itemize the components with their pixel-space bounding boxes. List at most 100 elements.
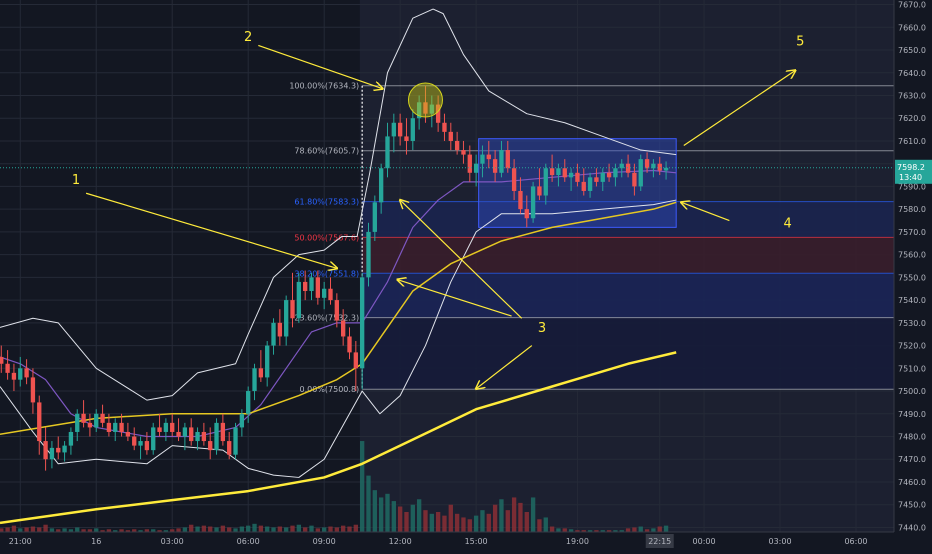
price-tick-label: 7440.0 (898, 523, 926, 532)
candle-body (138, 441, 143, 446)
candle-body (144, 441, 150, 451)
candle-body (163, 422, 169, 432)
price-tick-label: 7490.0 (898, 410, 926, 419)
volume-bar (511, 497, 517, 532)
volume-bar (397, 506, 403, 532)
price-tick-label: 7510.0 (898, 364, 926, 373)
candle-body (657, 163, 662, 171)
volume-bar (170, 529, 175, 532)
volume-bar (435, 511, 441, 532)
volume-bar (537, 519, 542, 532)
candle-body (334, 300, 339, 321)
volume-bar (246, 525, 251, 532)
price-tick-label: 7540.0 (898, 296, 926, 305)
volume-bar (106, 529, 112, 532)
candle-body (68, 431, 74, 446)
candle-body (391, 122, 396, 137)
volume-bar (277, 526, 283, 532)
volume-bar (227, 527, 232, 532)
volume-bar (353, 524, 358, 532)
volume-bar (663, 525, 669, 532)
candle-body (94, 413, 99, 428)
volume-bar (265, 526, 270, 532)
volume-bar (125, 530, 131, 532)
volume-bar (18, 528, 23, 532)
time-tick-label: 00:00 (693, 537, 716, 546)
volume-bar (518, 502, 523, 532)
time-tick-label: 06:00 (237, 537, 260, 546)
volume-bar (309, 525, 314, 532)
candle-body (214, 422, 219, 451)
volume-bar (416, 499, 422, 532)
candle-body (556, 168, 561, 176)
candle-body (397, 122, 403, 137)
volume-bar (480, 510, 485, 532)
volume-bar (429, 513, 434, 532)
price-axis: 7440.0 7450.0 7460.0 7470.0 7480.0 7490.0 7500… (893, 0, 932, 550)
annotation-arrow (85, 192, 337, 268)
volume-bar (56, 529, 61, 532)
volume-bar (492, 504, 498, 532)
candle-body (480, 154, 485, 164)
candle-body (530, 186, 536, 219)
candle-body (106, 422, 112, 432)
candle-body (87, 422, 93, 428)
volume-bar (119, 529, 124, 532)
price-tick-label: 7570.0 (898, 228, 926, 237)
candle-body (581, 181, 586, 191)
volume-bar (423, 510, 428, 532)
volume-bar (625, 528, 631, 532)
volume-bar (113, 530, 118, 532)
last-price-tag (895, 159, 932, 184)
volume-bar (632, 527, 637, 532)
volume-bar (138, 530, 143, 532)
fib-level-label: 100.00%(7634.3) (289, 82, 359, 91)
volume-bar (296, 524, 302, 532)
candle-body (62, 445, 67, 453)
volume-bar (5, 527, 10, 532)
time-tick-label: 03:00 (769, 537, 792, 546)
candle-body (492, 159, 498, 173)
candle-body (132, 436, 137, 446)
candle-body (252, 368, 257, 392)
candle-body (518, 190, 523, 210)
candle-body (473, 163, 479, 173)
candle-body (644, 159, 650, 169)
price-tick-label: 7610.0 (898, 137, 926, 146)
candle-body (575, 172, 580, 182)
volume-bar (81, 529, 86, 532)
time-tick-label: 22:15 (648, 537, 671, 546)
candle-body (303, 281, 308, 292)
volume-bar (328, 526, 333, 532)
time-tick-label: 03:00 (161, 537, 184, 546)
volume-bar (556, 528, 561, 532)
candle-body (651, 163, 656, 169)
volume-bar (62, 528, 67, 532)
highlight-circle (407, 82, 443, 118)
candle-body (113, 422, 118, 432)
candle-body (442, 122, 447, 132)
price-tick-label: 7630.0 (898, 91, 926, 100)
price-tick-label: 7550.0 (898, 273, 926, 282)
candle-body (151, 427, 156, 451)
candle-body (625, 163, 631, 173)
volume-bar (195, 526, 200, 532)
candle-body (30, 377, 36, 403)
candle-body (423, 102, 428, 114)
candle-body (265, 345, 270, 378)
annotation-arrow (681, 202, 730, 222)
fib-level-label: 78.60%(7605.7) (294, 147, 359, 156)
volume-bar (157, 530, 162, 532)
candle-body (410, 118, 415, 141)
volume-bar (315, 528, 321, 532)
candle-body (543, 168, 548, 196)
candle-body (227, 441, 232, 455)
candle-body (157, 427, 162, 432)
candle-body (511, 168, 517, 191)
candle-body (353, 352, 358, 369)
candle-body (284, 300, 289, 337)
candle-body (340, 320, 346, 337)
bollinger-upper-line (0, 8, 677, 401)
